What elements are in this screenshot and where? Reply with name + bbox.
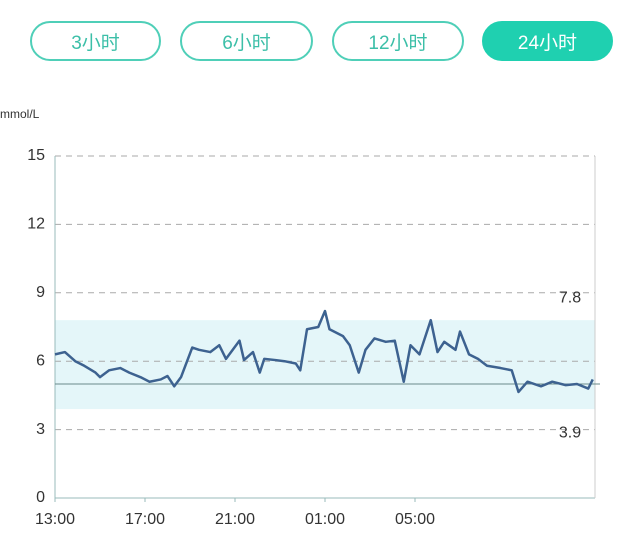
y-tick-label: 12	[27, 216, 45, 233]
x-tick-label: 21:00	[215, 511, 255, 528]
x-tick-label: 01:00	[305, 511, 345, 528]
glucose-line	[54, 309, 594, 394]
range-button[interactable]: 24小时	[482, 21, 613, 61]
y-tick-label: 15	[27, 147, 45, 164]
x-tick-label: 13:00	[35, 511, 75, 528]
target-high-label: 7.8	[559, 289, 581, 306]
range-button[interactable]: 3小时	[30, 21, 161, 61]
y-tick-label: 9	[36, 284, 45, 301]
y-unit-label: mmol/L	[0, 107, 40, 121]
range-button[interactable]: 12小时	[332, 21, 464, 61]
target-low-label: 3.9	[559, 424, 581, 441]
y-tick-label: 6	[36, 352, 45, 369]
target-range	[55, 320, 595, 410]
x-tick-label: 05:00	[395, 511, 435, 528]
y-tick-label: 0	[36, 489, 45, 506]
x-tick-label: 17:00	[125, 511, 165, 528]
y-tick-label: 3	[36, 421, 45, 438]
range-button[interactable]: 6小时	[180, 21, 313, 61]
